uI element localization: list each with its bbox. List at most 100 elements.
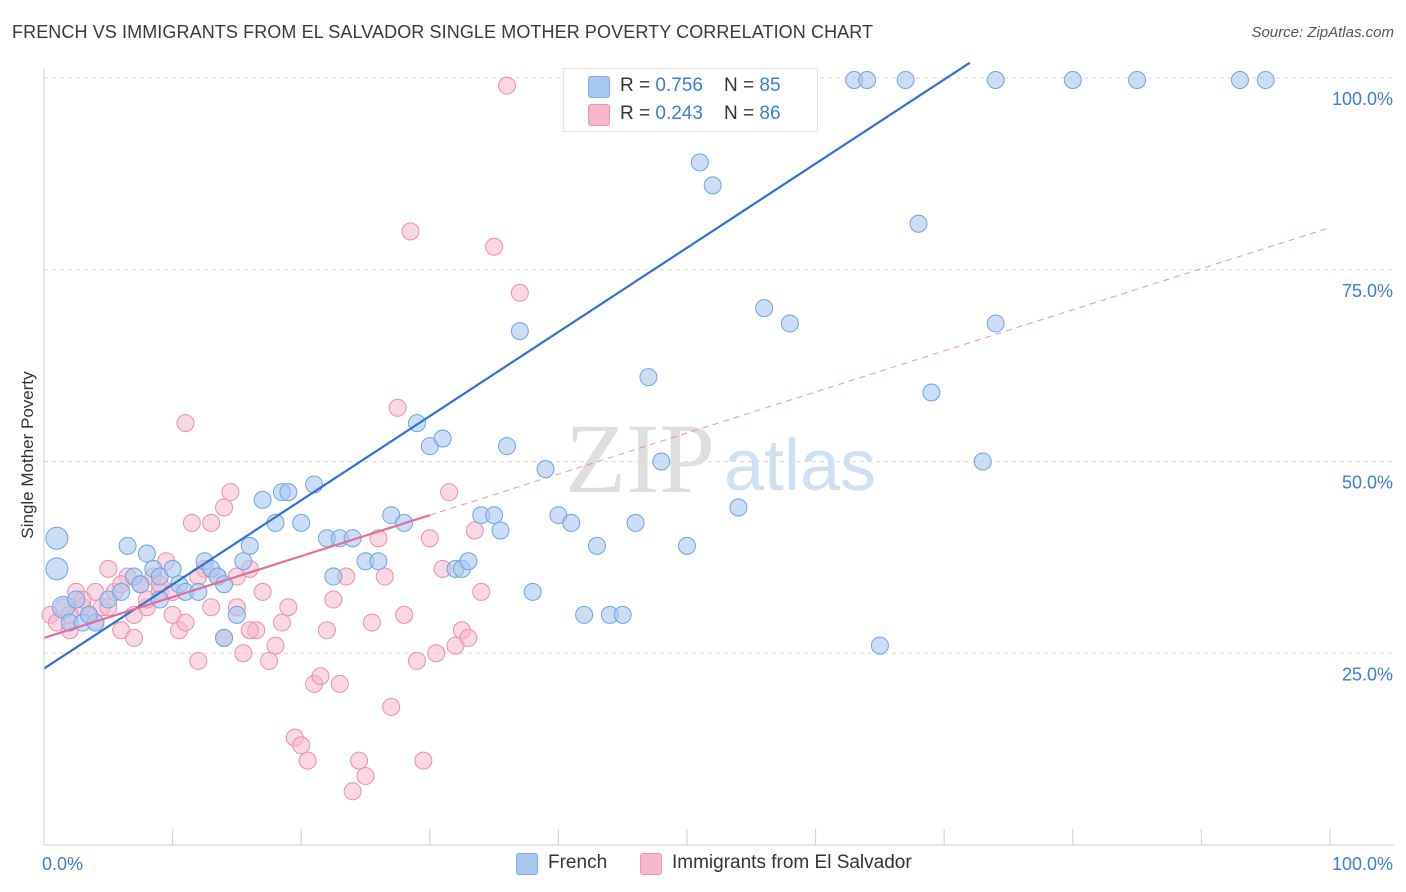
legend-text-elsalvador: R = 0.243 N = 86: [620, 103, 781, 125]
point-french: [485, 506, 504, 525]
point-french: [227, 605, 246, 624]
point-french: [112, 582, 131, 601]
point-french: [45, 526, 69, 550]
point-elsalvador: [311, 667, 330, 686]
point-elsalvador: [292, 736, 311, 755]
point-elsalvador: [202, 598, 221, 617]
point-elsalvador: [324, 590, 343, 609]
point-elsalvador: [350, 751, 369, 770]
point-elsalvador: [420, 529, 439, 548]
point-elsalvador: [189, 651, 208, 670]
point-elsalvador: [459, 628, 478, 647]
point-elsalvador: [266, 636, 285, 655]
n-label: N =: [724, 75, 760, 96]
point-elsalvador: [427, 644, 446, 663]
point-elsalvador: [202, 513, 221, 532]
legend-label-french: French: [548, 852, 608, 873]
series-elsalvador-points: [41, 76, 529, 801]
point-french: [1063, 71, 1082, 89]
french-swatch: [516, 853, 538, 875]
point-french: [703, 176, 722, 195]
n-value-elsalvador: 86: [759, 103, 781, 124]
point-french: [234, 552, 253, 571]
point-french: [215, 628, 234, 647]
point-elsalvador: [465, 521, 484, 540]
point-elsalvador: [260, 651, 279, 670]
point-elsalvador: [388, 398, 407, 417]
point-french: [497, 437, 516, 456]
point-elsalvador: [125, 628, 144, 647]
point-elsalvador: [253, 582, 272, 601]
point-elsalvador: [298, 751, 317, 770]
point-french: [870, 636, 889, 655]
point-elsalvador: [343, 782, 362, 801]
point-french: [459, 552, 478, 571]
point-french: [343, 529, 362, 548]
point-french: [922, 383, 941, 402]
point-french: [729, 498, 748, 517]
point-elsalvador: [272, 613, 291, 632]
point-elsalvador: [497, 76, 516, 95]
point-elsalvador: [176, 613, 195, 632]
point-french: [491, 521, 510, 540]
point-french: [575, 605, 594, 624]
source-label: Source: ZipAtlas.com: [1251, 24, 1394, 41]
point-french: [639, 368, 658, 387]
point-elsalvador: [215, 498, 234, 517]
point-french: [253, 490, 272, 509]
point-french: [305, 475, 324, 494]
point-elsalvador: [407, 651, 426, 670]
point-french: [562, 513, 581, 532]
point-french: [652, 452, 671, 471]
x-tick-label: 100.0%: [1332, 854, 1393, 874]
point-french: [279, 483, 298, 502]
point-elsalvador: [414, 751, 433, 770]
point-french: [780, 314, 799, 333]
point-french: [986, 314, 1005, 333]
french-swatch: [588, 76, 610, 98]
point-elsalvador: [395, 605, 414, 624]
point-french: [523, 582, 542, 601]
point-french: [240, 536, 259, 555]
watermark-zip: ZIP: [565, 403, 715, 514]
point-elsalvador: [221, 483, 240, 502]
series-french-points: [45, 71, 1275, 655]
point-french: [587, 536, 606, 555]
trendline-elsalvador-extension: [429, 227, 1331, 516]
point-elsalvador: [240, 621, 259, 640]
point-french: [324, 567, 343, 586]
point-french: [973, 452, 992, 471]
point-elsalvador: [99, 559, 118, 578]
point-french: [292, 513, 311, 532]
r-value-french: 0.756: [655, 75, 703, 96]
y-tick-label: 25.0%: [1342, 664, 1393, 684]
elsalvador-swatch: [640, 853, 662, 875]
point-french: [613, 605, 632, 624]
n-value-french: 85: [759, 75, 781, 96]
r-label: R =: [620, 103, 656, 124]
y-tick-label: 100.0%: [1332, 89, 1393, 109]
point-elsalvador: [317, 621, 336, 640]
point-elsalvador: [234, 644, 253, 663]
point-french: [118, 536, 137, 555]
r-value-elsalvador: 0.243: [655, 103, 703, 124]
point-french: [536, 460, 555, 479]
elsalvador-swatch: [588, 104, 610, 126]
point-elsalvador: [401, 222, 420, 241]
y-tick-label: 75.0%: [1342, 281, 1393, 301]
point-french: [163, 559, 182, 578]
n-label: N =: [724, 103, 760, 124]
point-french: [67, 590, 86, 609]
trendline-elsalvador: [43, 514, 431, 639]
point-elsalvador: [472, 582, 491, 601]
point-french: [858, 71, 877, 89]
watermark: ZIP atlas: [565, 403, 876, 514]
point-french: [137, 544, 156, 563]
y-tick-label: 50.0%: [1342, 473, 1393, 493]
point-french: [626, 513, 645, 532]
point-french: [433, 429, 452, 448]
point-elsalvador: [485, 237, 504, 256]
x-tick-label: 0.0%: [42, 854, 83, 874]
point-elsalvador: [440, 483, 459, 502]
point-elsalvador: [182, 513, 201, 532]
